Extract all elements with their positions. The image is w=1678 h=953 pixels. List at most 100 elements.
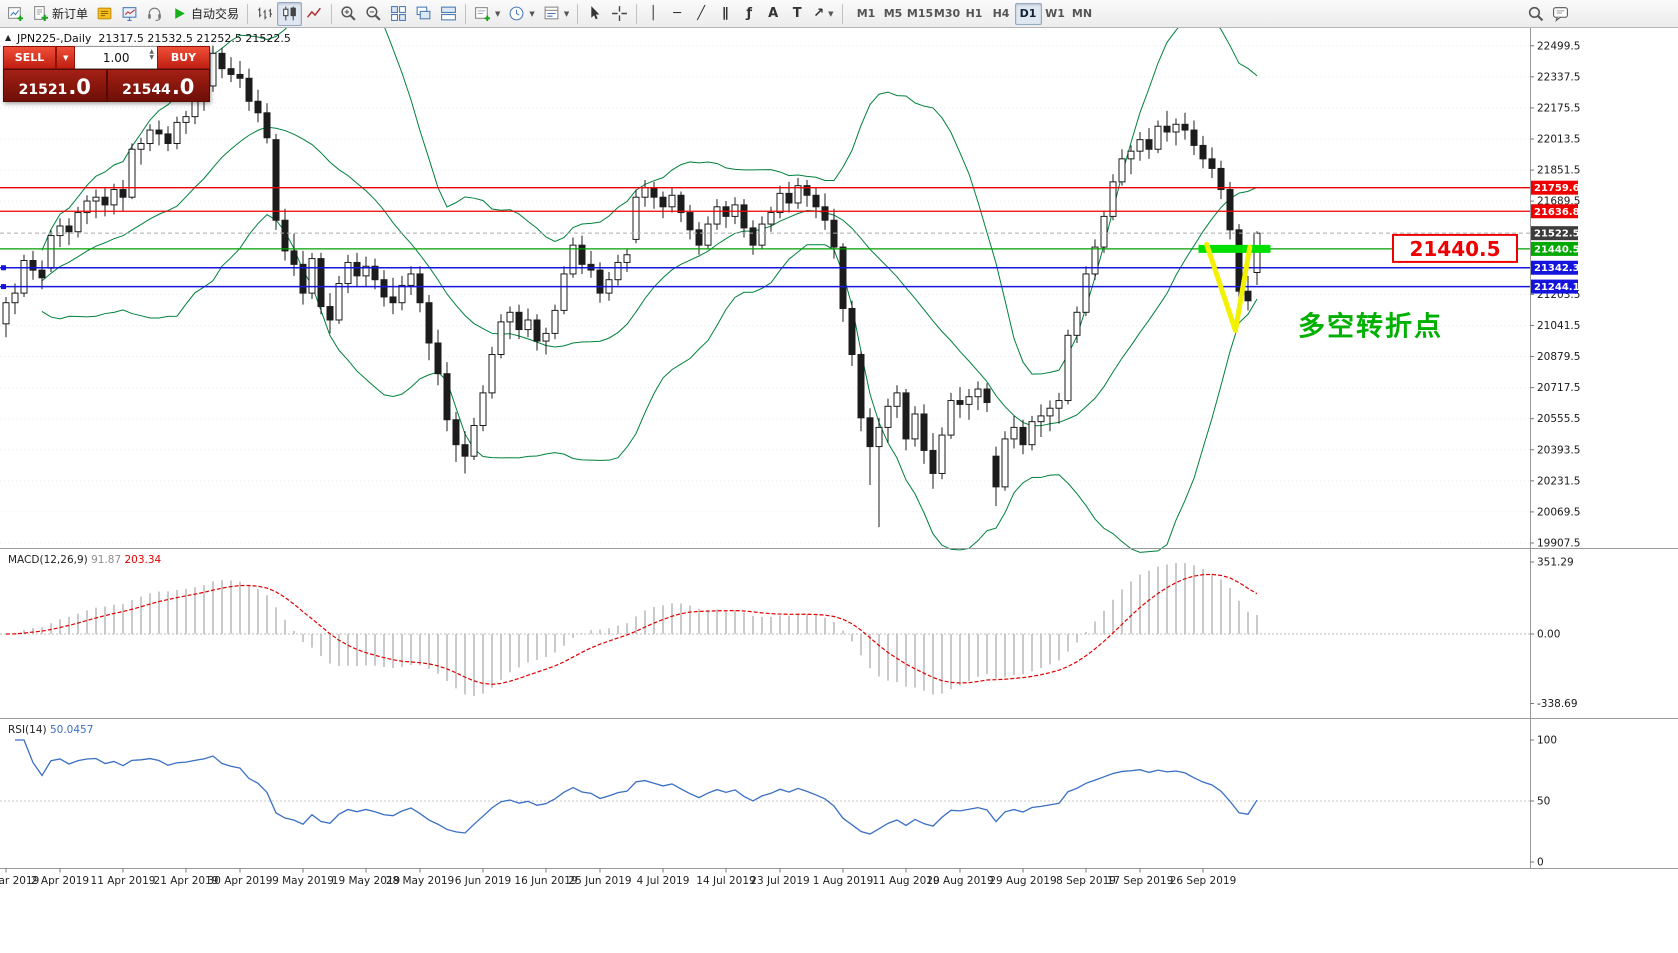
autotrading-button[interactable]: 自动交易 [167, 2, 243, 26]
arrange-icon [441, 6, 456, 21]
candle [353, 252, 361, 288]
price-tick-label: 20393.5 [1537, 444, 1580, 456]
candle [758, 216, 766, 250]
shapes-tool-button[interactable]: ↗ ▼ [809, 2, 837, 26]
price-callout-text: 21440.5 [1409, 237, 1500, 261]
price-callout-box[interactable] [1392, 233, 1518, 263]
candle [560, 266, 568, 315]
candle [182, 110, 190, 134]
zoom-out-button[interactable] [361, 2, 386, 26]
rsi-axis-label: 50 [1537, 796, 1550, 808]
buy-price[interactable]: 21544 .0 [106, 69, 210, 102]
support-button[interactable] [142, 2, 167, 26]
candle [1253, 231, 1261, 285]
grid-lines [0, 45, 1530, 544]
timeframe-W1[interactable]: W1 [1045, 7, 1065, 20]
timeframe-M1[interactable]: M1 [856, 7, 876, 20]
mql-editor-button[interactable] [92, 2, 117, 26]
market-watch-button[interactable] [117, 2, 142, 26]
label-tool-button[interactable]: T [785, 2, 809, 26]
shapes-tool-dropdown-icon[interactable]: ▼ [828, 9, 834, 18]
volume-input[interactable]: 1.00 ▲ ▼ [75, 46, 157, 69]
bar-chart-mode-button[interactable] [252, 2, 277, 26]
search-button[interactable] [1523, 2, 1548, 26]
new-chart-button[interactable] [3, 2, 28, 26]
horizontal-line-tool-button[interactable]: ─ [665, 2, 689, 26]
line-chart-mode-button[interactable] [302, 2, 327, 26]
arrange-windows-button[interactable] [436, 2, 461, 26]
price-tag-21342.3: 21342.3 [1531, 260, 1580, 275]
volume-spin-down-icon[interactable]: ▼ [149, 54, 154, 61]
candle [308, 252, 316, 299]
sell-button[interactable]: SELL [3, 46, 56, 69]
timeframe-H4[interactable]: H4 [992, 7, 1010, 20]
candle [1028, 415, 1036, 451]
new-order-button[interactable]: 新订单 [28, 2, 92, 26]
crosshair-tool-button[interactable] [607, 2, 632, 26]
line-anchor[interactable] [1, 284, 6, 290]
candle [785, 181, 793, 213]
candle [677, 191, 685, 223]
profiles-dropdown-icon[interactable]: ▼ [529, 9, 535, 18]
date-label: 8 Sep 2019 [1056, 875, 1116, 887]
candle [983, 383, 991, 413]
timeframe-H1[interactable]: H1 [965, 7, 983, 20]
bollinger-upper-band[interactable] [41, 28, 1258, 375]
svg-text:21244.1: 21244.1 [1534, 282, 1580, 293]
one-click-trading-panel: SELL ▼ 1.00 ▲ ▼ BUY 21521 .0 21544 [3, 46, 210, 102]
date-label: 11 Aug 2019 [872, 875, 939, 887]
text-tool-button[interactable]: A [761, 2, 785, 26]
date-label: 29 Aug 2019 [989, 875, 1056, 887]
line-anchor[interactable] [1, 265, 6, 271]
candles-icon [283, 6, 296, 21]
date-label: 25 Jun 2019 [568, 875, 631, 887]
channel-tool-button[interactable]: ∥ [713, 2, 737, 26]
chart-canvas[interactable]: 21440.5 多空转折点 22499.5 22337.5 22175.5 22013.5… [0, 28, 1678, 953]
timeframe-M30[interactable]: M30 [933, 7, 961, 20]
candle [101, 187, 109, 217]
price-tick-label: 20231.5 [1537, 475, 1580, 487]
price-axis[interactable]: 22499.522337.522175.522013.521851.521689… [1530, 40, 1580, 869]
support-highlight-segment[interactable] [1198, 244, 1271, 253]
candlestick-mode-button[interactable] [277, 1, 303, 26]
candle [686, 204, 694, 240]
v-shape-annotation[interactable] [1204, 241, 1253, 334]
candle [92, 189, 100, 219]
templates-dropdown-icon[interactable]: ▼ [563, 9, 570, 18]
candle [128, 143, 136, 200]
templates-button[interactable]: ▼ [539, 2, 573, 26]
new-chart-window-dropdown-icon[interactable]: ▼ [495, 9, 501, 18]
timeframe-M15[interactable]: M15 [906, 7, 934, 20]
fibonacci-tool-button[interactable]: ƒ [737, 2, 761, 26]
volume-spin-up-icon[interactable]: ▲ [149, 48, 154, 55]
candle [29, 250, 37, 280]
timeframe-D1[interactable]: D1 [1014, 2, 1042, 25]
sell-price[interactable]: 21521 .0 [3, 69, 107, 102]
candle [146, 124, 154, 152]
one-click-options-dropdown[interactable]: ▼ [56, 46, 76, 69]
new-chart-window-button[interactable]: ▼ [470, 2, 504, 26]
tile-windows-button[interactable] [386, 2, 411, 26]
bollinger-lower-band[interactable] [41, 214, 1258, 553]
candle [1118, 149, 1126, 186]
vertical-line-tool-button[interactable]: │ [641, 2, 665, 26]
volume-spinner[interactable]: ▲ ▼ [149, 49, 154, 61]
chat-button[interactable] [1548, 2, 1573, 26]
candle [623, 249, 631, 273]
profiles-button[interactable]: ▼ [504, 2, 538, 26]
chart-ohlc-values: 21317.5 21532.5 21252.5 21522.5 [98, 32, 291, 45]
timeframe-M5[interactable]: M5 [883, 7, 903, 20]
cursor-tool-button[interactable] [582, 2, 607, 26]
zoom-in-button[interactable] [336, 2, 361, 26]
support-icon [148, 7, 161, 21]
buy-price-int: 21544 [122, 82, 171, 98]
candle [1109, 174, 1117, 221]
candle [857, 350, 865, 432]
trendline-tool-button[interactable]: ╱ [689, 2, 713, 26]
buy-button[interactable]: BUY [157, 46, 210, 69]
bollinger-middle-band[interactable] [41, 126, 1258, 427]
cascade-windows-button[interactable] [411, 2, 436, 26]
one-click-collapse-arrow[interactable]: ▲ [5, 33, 12, 42]
timeframe-MN[interactable]: MN [1071, 7, 1093, 20]
